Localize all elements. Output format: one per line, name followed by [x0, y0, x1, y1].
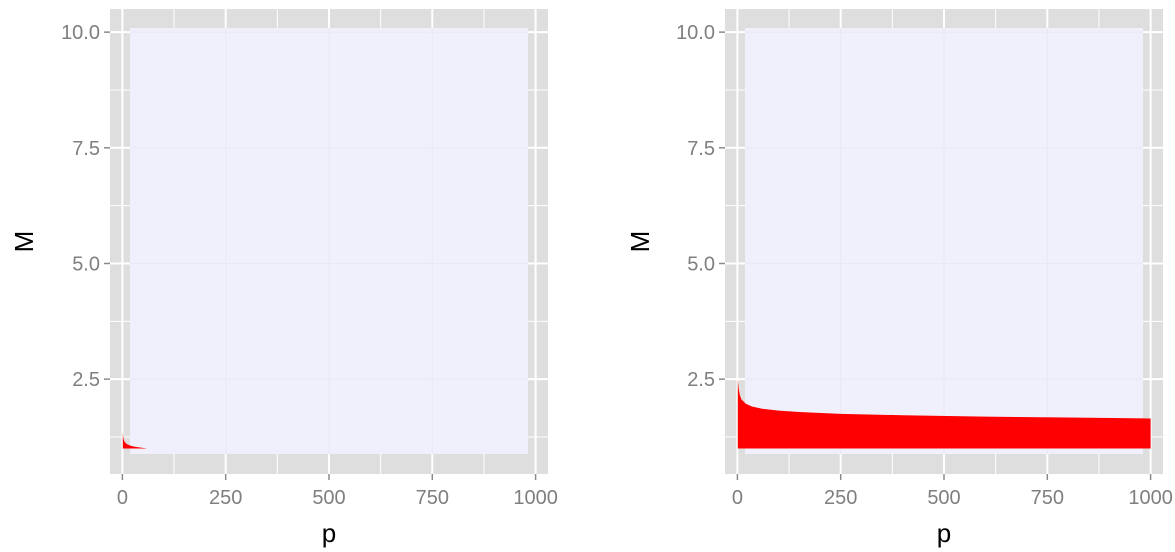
- y-tick-label: 5.0: [687, 253, 715, 275]
- left-chart-panel: 0 250 500 750 1000 2.5 5.0 7.5 10.0 p M: [9, 9, 558, 548]
- inner-gridlines: [745, 28, 1143, 454]
- x-tick-label: 500: [927, 487, 960, 509]
- y-tick-label: 10.0: [61, 22, 100, 44]
- x-tick-label: 0: [732, 487, 743, 509]
- y-tick-label: 7.5: [72, 138, 100, 160]
- y-tick-label: 10.0: [676, 22, 715, 44]
- x-tick-label: 1000: [1128, 487, 1173, 509]
- right-chart-panel: 0 250 500 750 1000 2.5 5.0 7.5 10.0 p M: [625, 9, 1173, 548]
- area-series: [737, 379, 1151, 449]
- y-tick-label: 2.5: [72, 369, 100, 391]
- x-tick-label: 500: [312, 487, 345, 509]
- y-tick-label: 7.5: [687, 138, 715, 160]
- x-axis-title: p: [322, 518, 336, 548]
- y-axis-title: M: [625, 231, 655, 253]
- x-axis-title: p: [937, 518, 951, 548]
- y-axis-title: M: [9, 231, 39, 253]
- y-tick-label: 2.5: [687, 369, 715, 391]
- x-tick-label: 1000: [513, 487, 558, 509]
- inner-gridlines: [130, 28, 528, 454]
- x-tick-label: 750: [1031, 487, 1064, 509]
- x-tick-label: 0: [117, 487, 128, 509]
- y-tick-label: 5.0: [72, 253, 100, 275]
- x-tick-label: 750: [416, 487, 449, 509]
- x-tick-label: 250: [209, 487, 242, 509]
- x-tick-label: 250: [824, 487, 857, 509]
